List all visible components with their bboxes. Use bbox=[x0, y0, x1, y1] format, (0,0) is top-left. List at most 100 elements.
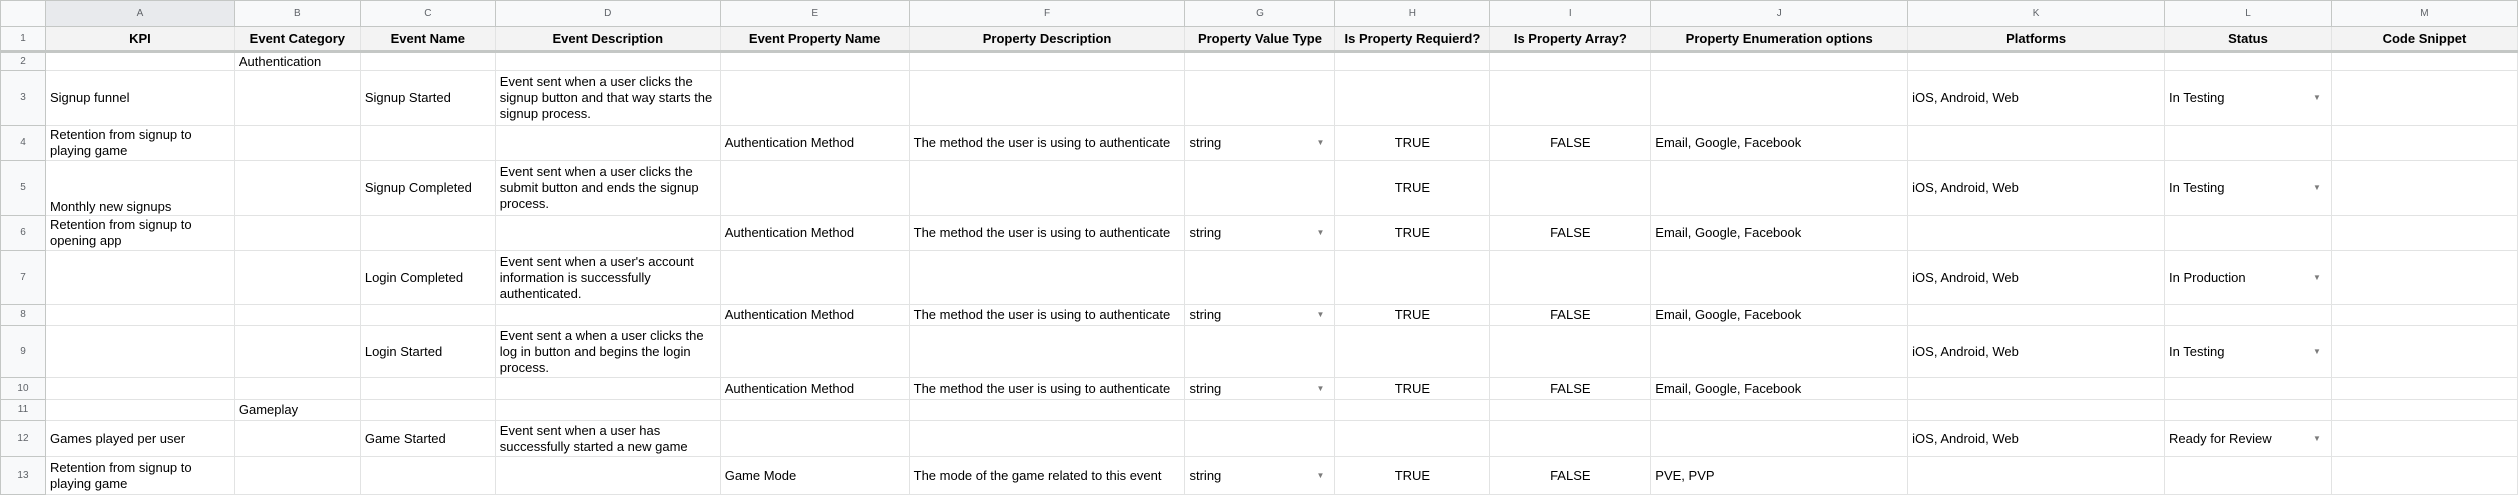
cell-property-enumeration-options[interactable]: Email, Google, Facebook bbox=[1650, 125, 1909, 161]
cell-event-category[interactable] bbox=[233, 250, 361, 305]
cell-event-category[interactable]: Gameplay bbox=[233, 399, 361, 421]
cell-code-snippet[interactable] bbox=[2330, 399, 2518, 421]
cell-status[interactable] bbox=[2164, 125, 2332, 161]
row-header[interactable]: 5 bbox=[0, 160, 46, 216]
cell-event-description[interactable] bbox=[494, 399, 721, 421]
row-header[interactable]: 7 bbox=[0, 250, 46, 305]
column-header-f[interactable]: F bbox=[908, 0, 1186, 27]
cell-event-property-name[interactable]: Authentication Method bbox=[719, 304, 910, 326]
cell-platforms[interactable] bbox=[1907, 377, 2166, 400]
cell-platforms[interactable] bbox=[1907, 125, 2166, 161]
column-header-b[interactable]: B bbox=[233, 0, 361, 27]
cell-platforms[interactable]: iOS, Android, Web bbox=[1907, 420, 2166, 457]
cell-status[interactable] bbox=[2164, 51, 2332, 71]
cell-is-property-requierd[interactable]: TRUE bbox=[1334, 304, 1491, 326]
cell-property-value-type[interactable] bbox=[1184, 51, 1336, 71]
dropdown-arrow-icon[interactable]: ▼ bbox=[1316, 138, 1325, 147]
cell-platforms[interactable] bbox=[1907, 456, 2166, 495]
row-header[interactable]: 13 bbox=[0, 456, 46, 495]
cell-property-value-type[interactable] bbox=[1184, 70, 1336, 126]
cell-event-category[interactable] bbox=[233, 420, 361, 457]
column-header-i[interactable]: I bbox=[1489, 0, 1652, 27]
cell-property-description[interactable] bbox=[908, 420, 1186, 457]
cell-event-name[interactable]: Game Started bbox=[359, 420, 496, 457]
cell-event-property-name[interactable] bbox=[719, 399, 910, 421]
cell-property-enumeration-options[interactable] bbox=[1650, 250, 1909, 305]
cell-is-property-requierd[interactable] bbox=[1334, 399, 1491, 421]
dropdown-arrow-icon[interactable]: ▼ bbox=[2313, 93, 2321, 102]
cell-event-property-name[interactable] bbox=[719, 420, 910, 457]
cell-is-property-requierd[interactable]: TRUE bbox=[1334, 125, 1491, 161]
header-cell-is-property-array[interactable]: Is Property Array? bbox=[1489, 26, 1652, 53]
cell-property-value-type[interactable] bbox=[1184, 420, 1336, 457]
cell-property-enumeration-options[interactable] bbox=[1650, 325, 1909, 378]
cell-property-description[interactable] bbox=[908, 160, 1186, 216]
cell-code-snippet[interactable] bbox=[2330, 215, 2518, 251]
header-cell-is-property-requierd[interactable]: Is Property Requierd? bbox=[1334, 26, 1491, 53]
dropdown-arrow-icon[interactable]: ▼ bbox=[2313, 433, 2321, 443]
cell-platforms[interactable] bbox=[1907, 215, 2166, 251]
cell-event-name[interactable] bbox=[359, 215, 496, 251]
cell-event-name[interactable] bbox=[359, 399, 496, 421]
cell-event-property-name[interactable] bbox=[719, 51, 910, 71]
cell-event-category[interactable] bbox=[233, 325, 361, 378]
cell-code-snippet[interactable] bbox=[2330, 420, 2518, 457]
row-header[interactable]: 1 bbox=[0, 26, 46, 53]
cell-kpi[interactable]: Signup funnel bbox=[44, 70, 235, 126]
row-header[interactable]: 11 bbox=[0, 399, 46, 421]
column-header-k[interactable]: K bbox=[1907, 0, 2166, 27]
cell-code-snippet[interactable] bbox=[2330, 304, 2518, 326]
row-header[interactable]: 2 bbox=[0, 51, 46, 71]
cell-kpi[interactable] bbox=[44, 325, 235, 378]
cell-event-description[interactable] bbox=[494, 377, 721, 400]
cell-is-property-requierd[interactable] bbox=[1334, 325, 1491, 378]
header-cell-property-enumeration-options[interactable]: Property Enumeration options bbox=[1650, 26, 1909, 53]
cell-is-property-array[interactable] bbox=[1489, 399, 1652, 421]
row-header[interactable]: 6 bbox=[0, 215, 46, 251]
cell-property-value-type[interactable]: string ▼ bbox=[1184, 377, 1336, 400]
cell-platforms[interactable] bbox=[1907, 304, 2166, 326]
cell-property-description[interactable] bbox=[908, 325, 1186, 378]
cell-code-snippet[interactable] bbox=[2330, 125, 2518, 161]
cell-is-property-array[interactable]: FALSE bbox=[1489, 125, 1652, 161]
cell-status[interactable] bbox=[2164, 304, 2332, 326]
cell-property-enumeration-options[interactable] bbox=[1650, 399, 1909, 421]
cell-event-name[interactable] bbox=[359, 125, 496, 161]
header-cell-event-description[interactable]: Event Description bbox=[494, 26, 721, 53]
cell-property-description[interactable]: The method the user is using to authenti… bbox=[908, 304, 1186, 326]
cell-event-description[interactable]: Event sent when a user has successfully … bbox=[494, 420, 721, 457]
cell-platforms[interactable] bbox=[1907, 51, 2166, 71]
cell-event-property-name[interactable]: Game Mode bbox=[719, 456, 910, 495]
cell-platforms[interactable]: iOS, Android, Web bbox=[1907, 160, 2166, 216]
cell-kpi[interactable] bbox=[44, 304, 235, 326]
cell-property-description[interactable] bbox=[908, 250, 1186, 305]
cell-property-enumeration-options[interactable] bbox=[1650, 420, 1909, 457]
cell-is-property-array[interactable] bbox=[1489, 160, 1652, 216]
cell-code-snippet[interactable] bbox=[2330, 377, 2518, 400]
dropdown-arrow-icon[interactable]: ▼ bbox=[2313, 183, 2321, 192]
cell-property-description[interactable]: The method the user is using to authenti… bbox=[908, 215, 1186, 251]
cell-property-description[interactable]: The method the user is using to authenti… bbox=[908, 377, 1186, 400]
cell-property-value-type[interactable]: string ▼ bbox=[1184, 125, 1336, 161]
header-cell-code-snippet[interactable]: Code Snippet bbox=[2330, 26, 2518, 53]
cell-property-value-type[interactable] bbox=[1184, 160, 1336, 216]
cell-event-description[interactable] bbox=[494, 456, 721, 495]
cell-event-property-name[interactable]: Authentication Method bbox=[719, 377, 910, 400]
cell-event-category[interactable] bbox=[233, 125, 361, 161]
cell-kpi[interactable]: Retention from signup to playing game bbox=[44, 456, 235, 495]
cell-is-property-array[interactable]: FALSE bbox=[1489, 456, 1652, 495]
cell-event-category[interactable] bbox=[233, 70, 361, 126]
header-cell-kpi[interactable]: KPI bbox=[44, 26, 235, 53]
cell-property-enumeration-options[interactable] bbox=[1650, 160, 1909, 216]
cell-is-property-array[interactable]: FALSE bbox=[1489, 377, 1652, 400]
cell-property-enumeration-options[interactable] bbox=[1650, 70, 1909, 126]
cell-event-description[interactable]: Event sent when a user clicks the signup… bbox=[494, 70, 721, 126]
cell-event-category[interactable] bbox=[233, 160, 361, 216]
cell-status[interactable] bbox=[2164, 377, 2332, 400]
cell-status[interactable] bbox=[2164, 215, 2332, 251]
column-header-g[interactable]: G bbox=[1184, 0, 1336, 27]
column-header-h[interactable]: H bbox=[1334, 0, 1491, 27]
header-cell-event-category[interactable]: Event Category bbox=[233, 26, 361, 53]
cell-event-property-name[interactable] bbox=[719, 250, 910, 305]
cell-event-category[interactable] bbox=[233, 456, 361, 495]
